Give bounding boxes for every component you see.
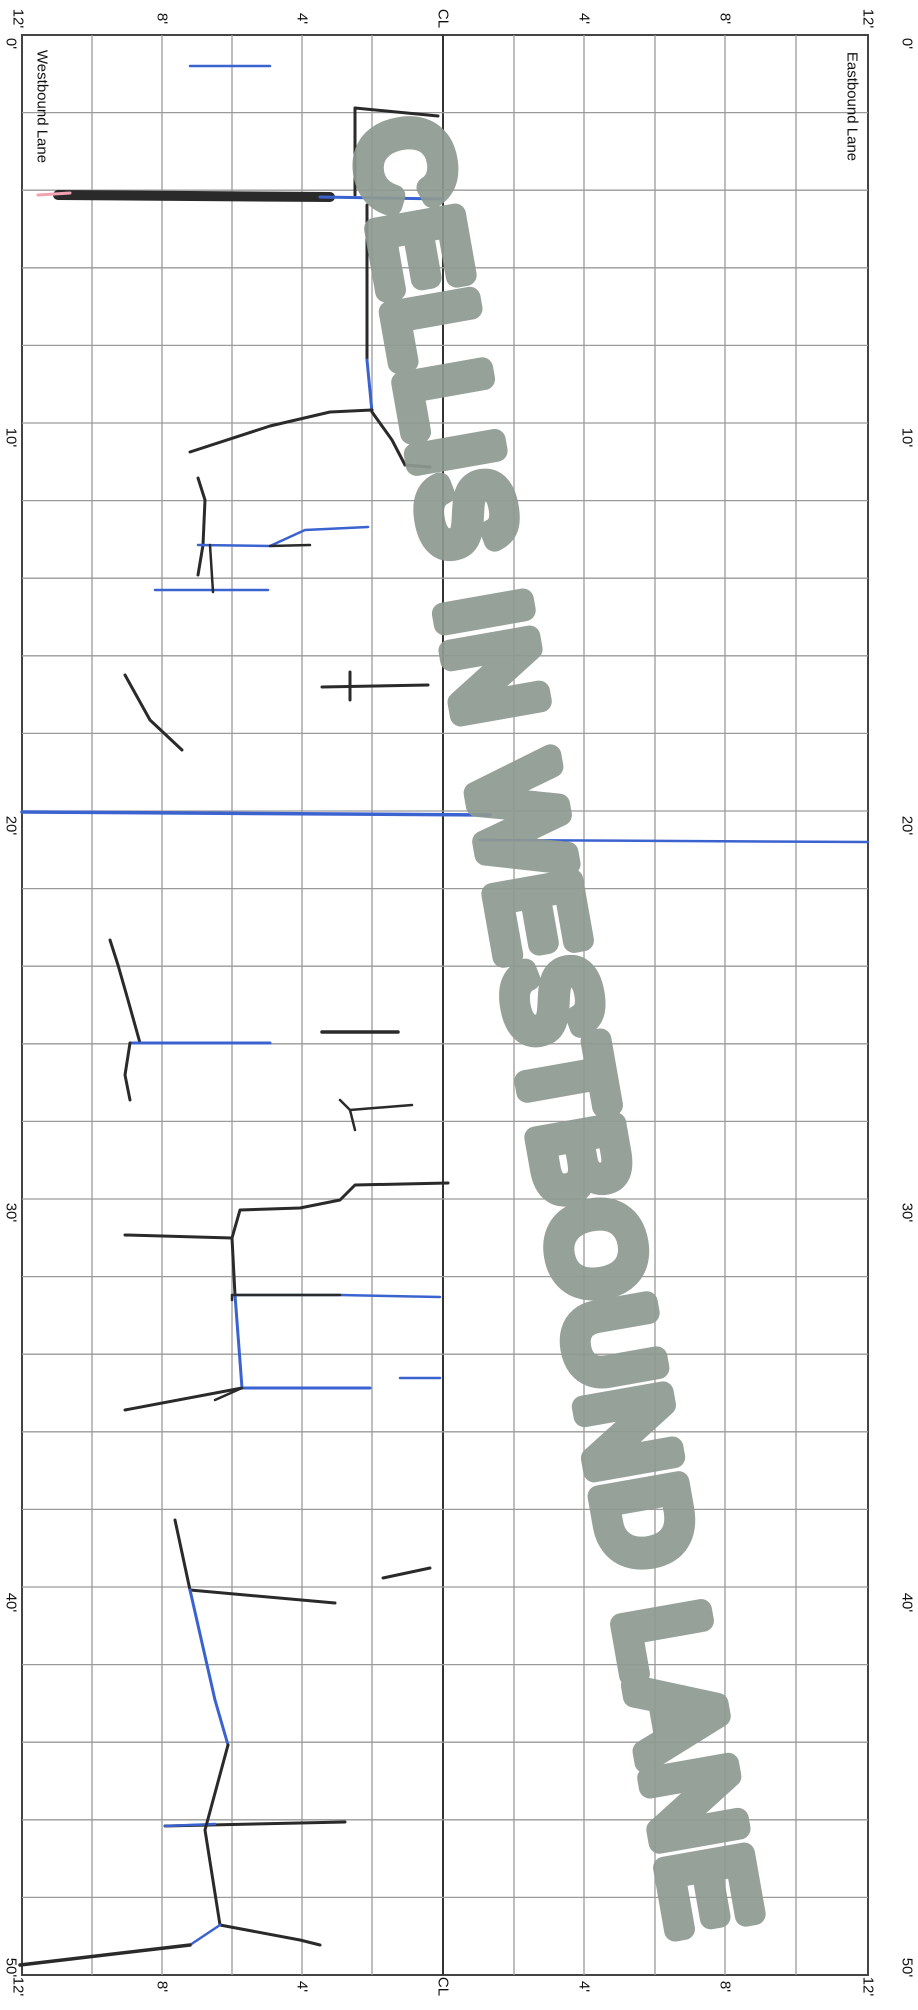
- bottom-offset-label: CL: [434, 1976, 452, 1997]
- right-station-label: 0': [898, 37, 916, 50]
- crack-mark: [108, 938, 142, 1045]
- crack-mark: [381, 1566, 432, 1580]
- crack-mark: [123, 1233, 234, 1240]
- bottom-offset-label: 8': [716, 1980, 734, 1993]
- top-offset-label: 4': [575, 12, 593, 25]
- right-station-label: 10': [898, 427, 916, 448]
- top-offset-label: 8': [153, 12, 171, 25]
- right-station-label: 20': [898, 815, 916, 836]
- crack-mark: [230, 1236, 237, 1297]
- crack-mark: [196, 476, 207, 577]
- crack-mark: [208, 543, 215, 594]
- crack-mark: [478, 838, 870, 844]
- crack-mark: [36, 191, 72, 197]
- top-offset-label: 12': [859, 8, 877, 29]
- crack-mark: [348, 1108, 357, 1132]
- crack-mark: [213, 1386, 244, 1402]
- crack-mark: [268, 543, 312, 548]
- crack-mark: [188, 1923, 222, 1947]
- crack-mark: [203, 1743, 230, 1927]
- crack-mark: [370, 410, 432, 469]
- bottom-offset-label: 8': [153, 1980, 171, 1993]
- top-offset-label: 8': [716, 12, 734, 25]
- right-station-label: 40': [898, 1592, 916, 1613]
- crack-mark: [188, 1588, 230, 1747]
- crack-mark: [173, 1518, 192, 1592]
- top-offset-label: CL: [434, 8, 452, 29]
- crack-mark: [123, 1386, 244, 1412]
- crack-mark: [218, 1923, 322, 1947]
- left-station-label: 0': [2, 37, 20, 50]
- left-station-label: 50': [2, 1957, 20, 1978]
- right-station-label: 50': [898, 1957, 916, 1978]
- crack-mark: [53, 190, 335, 202]
- crack-mark: [353, 106, 440, 118]
- crack-mark: [123, 673, 184, 752]
- crack-mark: [320, 683, 430, 689]
- bottom-offset-label: 4': [575, 1980, 593, 1993]
- crack-mark: [365, 358, 374, 414]
- bottom-offset-label: 4': [293, 1980, 311, 1993]
- crack-mark: [233, 1293, 244, 1390]
- crack-mark: [20, 810, 492, 817]
- crack-mark: [18, 1943, 192, 1967]
- right-station-label: 30': [898, 1202, 916, 1223]
- left-station-label: 10': [2, 427, 20, 448]
- left-station-label: 40': [2, 1592, 20, 1613]
- crack-mark: [188, 1588, 337, 1605]
- crack-mark: [123, 1041, 132, 1102]
- left-station-label: 30': [2, 1202, 20, 1223]
- crack-mark: [188, 408, 374, 454]
- right-lane-label: Eastbound Lane: [843, 51, 861, 162]
- bottom-offset-label: 12': [859, 1976, 877, 1997]
- top-offset-label: 4': [293, 12, 311, 25]
- left-lane-label: Westbound Lane: [33, 49, 51, 164]
- crack-mark: [230, 1181, 450, 1240]
- grid-border: [21, 34, 869, 1976]
- crack-mark: [196, 525, 370, 548]
- left-station-label: 20': [2, 815, 20, 836]
- crack-mark: [318, 195, 445, 201]
- crack-mark: [338, 1098, 414, 1112]
